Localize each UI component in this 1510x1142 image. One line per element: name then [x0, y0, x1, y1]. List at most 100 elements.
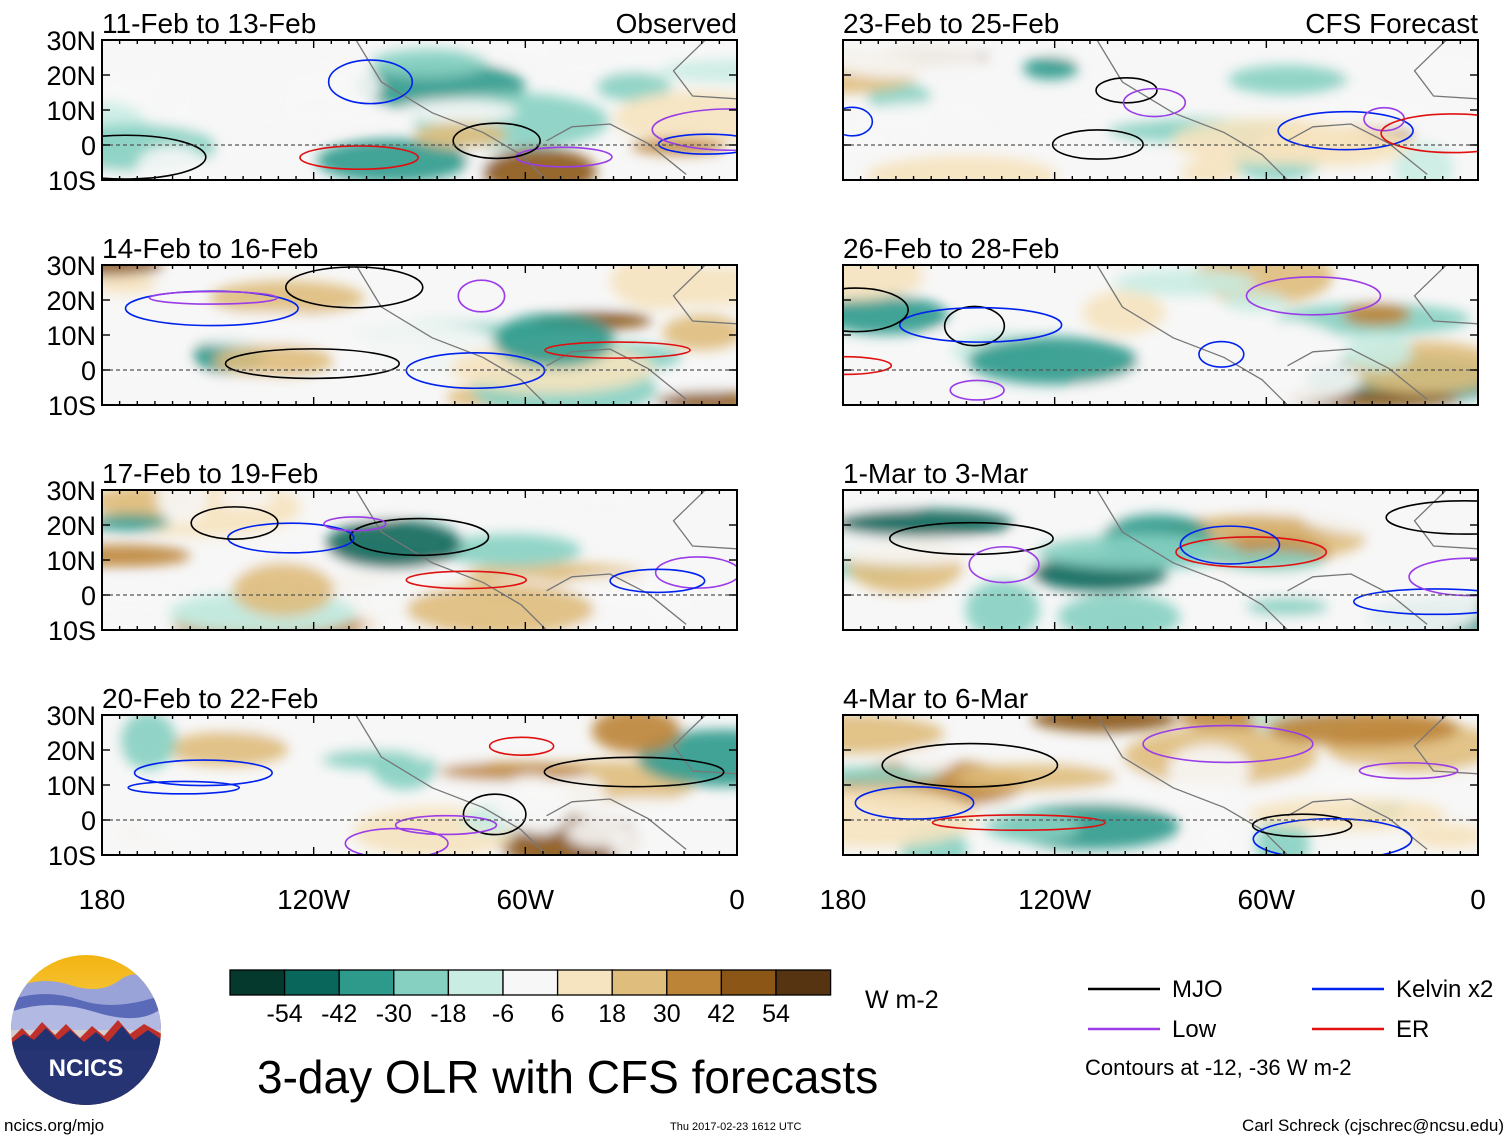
- wave-contour: [327, 59, 414, 105]
- anomaly-blob: [953, 764, 1117, 791]
- anomaly-blob: [656, 391, 737, 405]
- coastline: [355, 715, 737, 855]
- lat-tick-label: 0: [81, 581, 96, 611]
- ncics-logo: NCICS: [11, 955, 161, 1105]
- panel-period-label: 11-Feb to 13-Feb: [102, 8, 316, 39]
- colorbar-swatch: [556, 969, 613, 996]
- anomaly-blob: [444, 533, 582, 567]
- lat-tick-label: 0: [81, 131, 96, 161]
- wave-contour: [227, 522, 355, 554]
- anomaly-blob: [151, 80, 203, 137]
- wave-contour: [1252, 817, 1413, 855]
- wave-contour: [1122, 87, 1187, 118]
- lon-tick-label: 120W: [277, 884, 351, 915]
- coastline: [355, 490, 737, 630]
- anomaly-blob: [1249, 320, 1329, 376]
- wave-contour: [609, 568, 706, 594]
- lat-tick-label: 10N: [46, 771, 96, 801]
- anomaly-blob: [102, 265, 163, 276]
- wave-contour: [148, 290, 278, 305]
- lon-tick-label: 180: [79, 884, 126, 915]
- anomaly-blob: [901, 747, 955, 774]
- anomaly-blob: [568, 797, 710, 823]
- anomaly-blob: [590, 40, 737, 56]
- lon-tick-label: 120W: [1018, 884, 1092, 915]
- lat-tick-label: 10N: [46, 321, 96, 351]
- anomaly-blob: [167, 731, 289, 767]
- column-header: CFS Forecast: [1305, 8, 1478, 39]
- wave-contour: [854, 786, 975, 820]
- wave-contour: [133, 759, 273, 787]
- wave-contour: [843, 106, 874, 137]
- anomaly-blob: [1228, 64, 1348, 95]
- lon-tick-label: 60W: [497, 884, 555, 915]
- anomaly-blob: [1181, 158, 1241, 180]
- wave-contour: [1175, 536, 1328, 568]
- wave-contour: [544, 341, 691, 359]
- colorbar-label: -42: [321, 1000, 357, 1028]
- anomaly-blob: [102, 544, 191, 567]
- wave-contour: [457, 279, 506, 313]
- anomaly-blob: [843, 265, 931, 301]
- legend-label: Low: [1172, 1016, 1217, 1043]
- anomaly-blob: [843, 295, 949, 335]
- anomaly-blob: [843, 787, 979, 848]
- anomaly-blob: [334, 490, 413, 520]
- wave-contour: [1095, 77, 1158, 104]
- anomaly-blob: [843, 509, 1014, 537]
- wave-contour: [1385, 500, 1478, 535]
- legend-label: Kelvin x2: [1396, 976, 1493, 1003]
- wave-contour: [943, 305, 1006, 347]
- anomaly-blob: [158, 375, 340, 405]
- anomaly-blob: [102, 273, 157, 295]
- wave-contour: [654, 556, 737, 589]
- colorbar-label: 54: [762, 1000, 790, 1028]
- wave-contour: [323, 516, 387, 532]
- colorbar-swatch: [338, 969, 395, 996]
- wave-contour: [1179, 525, 1281, 565]
- lat-tick-label: 30N: [46, 26, 96, 56]
- colorbar-swatch: [393, 969, 450, 996]
- anomaly-blob: [1033, 40, 1147, 59]
- anomaly-blob: [1082, 290, 1166, 335]
- anomaly-blob: [596, 71, 671, 102]
- anomaly-blob: [1222, 550, 1324, 572]
- anomaly-blob: [406, 583, 595, 630]
- site-url[interactable]: ncics.org/mjo: [4, 1116, 105, 1135]
- anomaly-blob: [662, 314, 737, 351]
- wave-contour: [462, 793, 527, 836]
- anomaly-blob: [1167, 744, 1251, 796]
- anomaly-blob: [482, 147, 597, 180]
- wave-contour: [405, 570, 528, 590]
- lon-tick-label: 0: [729, 884, 745, 915]
- anomaly-blob: [333, 321, 499, 368]
- anomaly-blob: [1267, 715, 1460, 747]
- anomaly-blob: [268, 60, 381, 112]
- anomaly-blob: [232, 562, 335, 617]
- legend-note: Contours at -12, -36 W m-2: [1085, 1055, 1352, 1080]
- wave-contour: [299, 145, 420, 170]
- olr-panel: 23-Feb to 25-Feb CFS Forecast: [842, 8, 1479, 181]
- lat-tick-label: 10N: [46, 96, 96, 126]
- wave-contour: [488, 736, 555, 756]
- wave-contour: [127, 780, 241, 795]
- wave-contour: [543, 756, 725, 788]
- panel-period-label: 4-Mar to 6-Mar: [843, 683, 1028, 714]
- wave-contour: [657, 133, 737, 155]
- panel-period-label: 26-Feb to 28-Feb: [843, 233, 1059, 264]
- colorbar-label: 18: [598, 1000, 626, 1028]
- anomaly-blob: [414, 122, 508, 149]
- anomaly-blob: [102, 580, 181, 615]
- olr-panel: 4-Mar to 6-Mar 180 120W 60W 0: [820, 683, 1486, 915]
- panel-period-label: 17-Feb to 19-Feb: [102, 458, 318, 489]
- olr-panel: 11-Feb to 13-Feb Observed 30N 20N 10N 0 10S: [46, 8, 738, 196]
- wave-contour: [651, 108, 737, 152]
- anomaly-blob: [1303, 40, 1425, 68]
- wave-contour: [284, 266, 424, 309]
- panel-period-label: 1-Mar to 3-Mar: [843, 458, 1028, 489]
- lat-tick-label: 30N: [46, 251, 96, 281]
- anomaly-blob: [843, 118, 946, 140]
